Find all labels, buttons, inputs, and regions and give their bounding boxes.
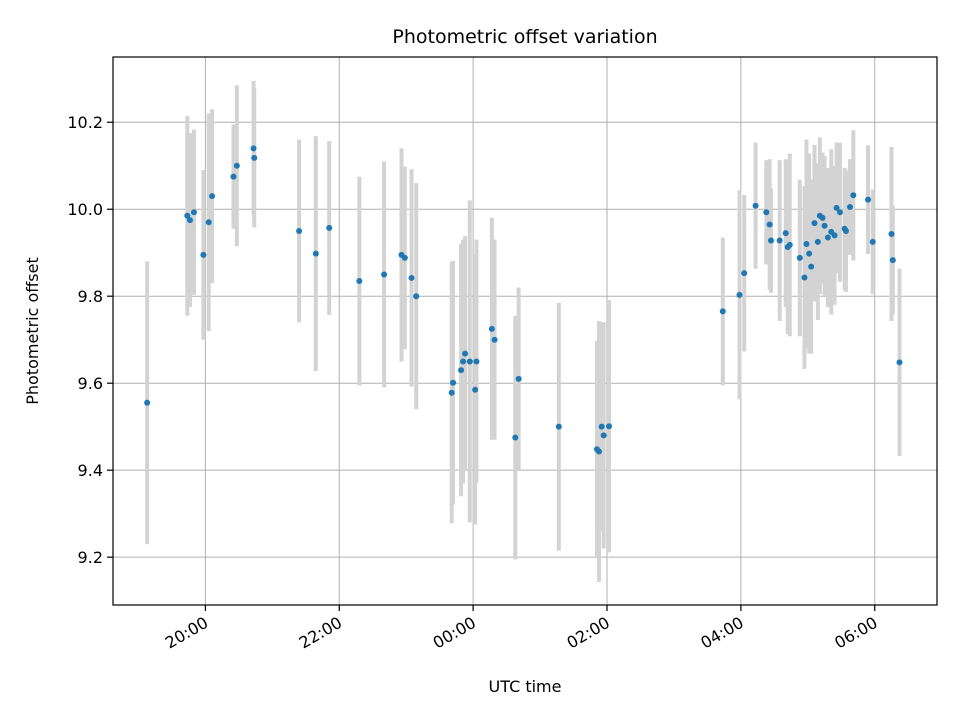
data-point: [186, 217, 193, 224]
data-point: [865, 196, 872, 203]
data-points: [144, 145, 903, 455]
data-point: [811, 220, 818, 227]
plot-frame: [112, 56, 938, 606]
data-point: [824, 234, 831, 241]
data-point: [741, 270, 748, 277]
data-point: [819, 214, 826, 221]
data-point: [144, 399, 151, 406]
data-point: [767, 237, 774, 244]
data-point: [889, 257, 896, 264]
y-tick-label: 9.4: [78, 461, 103, 480]
data-point: [250, 145, 257, 152]
data-point: [763, 209, 770, 216]
data-point: [450, 379, 457, 386]
data-point: [806, 250, 813, 257]
data-point: [209, 193, 216, 200]
data-point: [719, 308, 726, 315]
data-point: [296, 227, 303, 234]
data-point: [833, 204, 840, 211]
y-tick-label: 9.8: [78, 287, 103, 306]
data-point: [836, 209, 843, 216]
data-point: [776, 237, 783, 244]
data-point: [808, 263, 815, 270]
data-point: [888, 231, 895, 238]
data-point: [472, 386, 479, 393]
y-axis-label: Photometric offset: [23, 257, 42, 405]
data-point: [326, 224, 333, 231]
data-point: [458, 367, 465, 374]
data-point: [491, 336, 498, 343]
data-point: [515, 375, 522, 382]
data-point: [896, 359, 903, 366]
data-point: [782, 230, 789, 237]
data-point: [821, 222, 828, 229]
data-point: [803, 241, 810, 248]
data-point: [555, 423, 562, 430]
data-point: [796, 254, 803, 261]
data-point: [312, 250, 319, 257]
data-point: [381, 271, 388, 278]
data-point: [766, 221, 773, 228]
data-point: [600, 432, 607, 439]
data-point: [850, 192, 857, 199]
data-point: [512, 434, 519, 441]
y-tick-label: 9.2: [78, 548, 103, 567]
data-point: [786, 241, 793, 248]
data-point: [736, 291, 743, 298]
data-point: [233, 162, 240, 169]
x-axis-label: UTC time: [489, 677, 562, 696]
data-point: [401, 254, 408, 261]
data-point: [869, 238, 876, 245]
data-point: [356, 277, 363, 284]
data-point: [801, 274, 808, 281]
data-point: [230, 173, 237, 180]
data-point: [448, 389, 455, 396]
data-point: [462, 350, 469, 357]
data-point: [460, 358, 467, 365]
data-point: [598, 423, 605, 430]
data-point: [413, 293, 420, 300]
y-tick-label: 9.6: [78, 374, 103, 393]
data-point: [205, 219, 212, 226]
data-point: [488, 325, 495, 332]
data-point: [251, 154, 258, 161]
data-point: [814, 238, 821, 245]
chart-title: Photometric offset variation: [392, 26, 657, 48]
data-point: [200, 251, 207, 258]
grid-lines: [113, 57, 937, 605]
data-point: [466, 358, 473, 365]
data-point: [473, 358, 480, 365]
data-point: [842, 227, 849, 234]
data-point: [831, 232, 838, 239]
y-tick-label: 10.0: [67, 200, 103, 219]
data-point: [408, 274, 415, 281]
data-point: [190, 209, 197, 216]
data-point: [606, 423, 613, 430]
data-point: [846, 204, 853, 211]
data-point: [752, 202, 759, 209]
y-tick-label: 10.2: [67, 113, 103, 132]
data-point: [595, 448, 602, 455]
data-point: [184, 212, 191, 219]
